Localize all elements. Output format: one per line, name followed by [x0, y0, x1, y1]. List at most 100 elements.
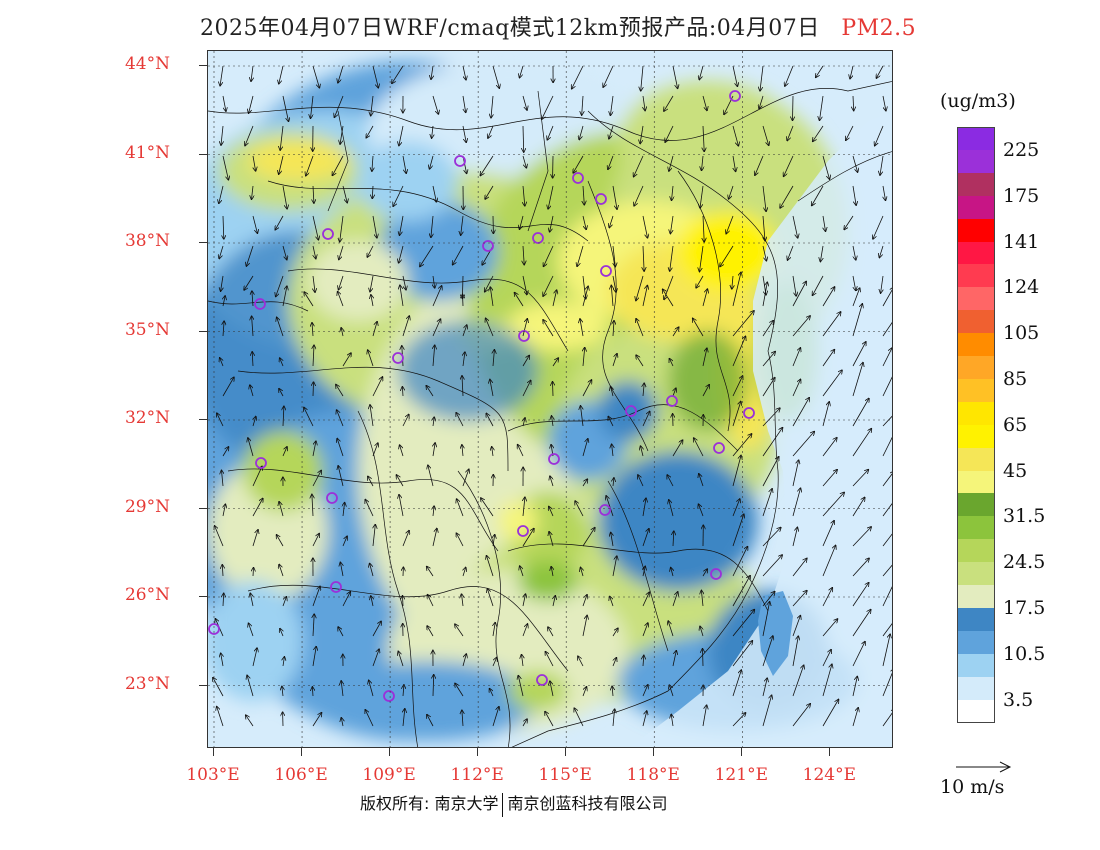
wind-arrow: [520, 215, 524, 229]
wind-arrow: [455, 624, 464, 637]
wind-arrow: [403, 685, 404, 697]
city-marker-icon: [326, 492, 338, 504]
lat-tick: [199, 596, 207, 597]
wind-arrow: [462, 654, 466, 667]
wind-arrow: [523, 245, 524, 265]
city-marker-icon: [600, 265, 612, 277]
wind-arrow: [250, 385, 254, 397]
city-marker-icon: [254, 298, 266, 310]
wind-arrow: [370, 405, 374, 427]
wind-arrow: [520, 65, 524, 78]
wind-arrow: [522, 95, 527, 110]
lon-tick: [565, 748, 567, 756]
lat-label-7: 23°N: [124, 673, 170, 694]
wind-arrow: [882, 415, 892, 427]
wind-arrow: [641, 65, 643, 91]
wind-arrow: [223, 215, 224, 239]
wind-arrow: [399, 495, 404, 517]
wind-arrow: [699, 504, 704, 517]
wind-arrow: [427, 715, 434, 727]
wind-arrow: [822, 470, 837, 487]
legend-label: 24.5: [1003, 551, 1046, 574]
lon-tick: [389, 748, 391, 756]
border-line: [327, 110, 349, 212]
wind-arrow: [702, 348, 707, 367]
wind-arrow: [549, 532, 554, 547]
legend-label: 124: [1003, 276, 1040, 299]
wind-arrow: [312, 713, 322, 727]
wind-arrow: [732, 713, 746, 727]
wind-arrow: [492, 65, 499, 88]
wind-arrow: [792, 275, 796, 296]
wind-arrow: [822, 521, 834, 547]
wind-arrow: [365, 710, 374, 727]
wind-arrow: [672, 651, 676, 667]
wind-arrow: [543, 275, 554, 296]
lat-tick: [199, 419, 207, 420]
wind-arrow: [611, 533, 613, 547]
wind-arrow: [550, 215, 554, 232]
wind-arrow: [699, 474, 704, 487]
wind-arrow: [813, 125, 824, 141]
wind-arrow: [312, 323, 313, 337]
city-marker-icon: [729, 90, 741, 102]
wind-arrow: [313, 382, 314, 397]
wind-arrow: [732, 275, 733, 289]
wind-arrow: [252, 215, 257, 233]
wind-arrow: [582, 616, 587, 637]
wind-arrow: [642, 215, 648, 238]
wind-arrow: [280, 358, 283, 367]
wind-arrow: [762, 321, 773, 337]
wind-arrow: [428, 595, 434, 607]
wind-arrow: [372, 155, 373, 171]
wind-arrow: [312, 534, 319, 547]
wind-arrow: [332, 155, 344, 175]
wind-arrow: [313, 614, 314, 637]
wind-arrow: [813, 275, 824, 295]
legend-label: 10.5: [1003, 642, 1046, 665]
wind-arrow: [608, 155, 614, 169]
wind-arrow: [852, 610, 871, 637]
wind-arrow: [252, 316, 253, 337]
wind-arrow: [612, 354, 617, 367]
wind-arrow: [371, 295, 373, 307]
wind-arrow: [762, 185, 766, 211]
concentration-blob: [308, 241, 408, 321]
wind-arrow: [612, 628, 618, 637]
concentration-blob: [358, 141, 458, 221]
wind-arrow: [245, 125, 254, 146]
wind-arrow: [852, 497, 865, 517]
wind-arrow: [879, 245, 884, 258]
legend-label: 141: [1003, 230, 1040, 253]
wind-arrow: [792, 558, 807, 577]
wind-arrow: [670, 245, 674, 271]
wind-arrow: [433, 443, 435, 457]
wind-arrow: [762, 678, 767, 697]
wind-arrow: [694, 438, 704, 457]
wind-arrow: [669, 685, 674, 697]
wind-arrow: [611, 286, 613, 307]
legend-label: 31.5: [1003, 505, 1046, 528]
lat-tick: [199, 242, 207, 243]
wind-arrow: [882, 322, 892, 337]
wind-arrow: [581, 568, 584, 577]
concentration-blob: [318, 661, 538, 741]
wind-arrow: [792, 591, 807, 607]
legend-unit: (ug/m3): [940, 90, 1016, 112]
wind-arrow: [610, 95, 614, 115]
wind-arrow: [428, 465, 434, 487]
wind-arrow: [312, 471, 321, 487]
pm25-concentration-map: [207, 50, 893, 748]
lon-label-0: 103°E: [186, 765, 240, 785]
wind-arrow: [553, 382, 554, 397]
border-line: [507, 404, 739, 452]
wind-arrow: [822, 650, 831, 667]
wind-arrow: [578, 656, 584, 667]
wind-arrow: [822, 402, 829, 427]
wind-arrow: [432, 319, 441, 337]
border-line: [797, 151, 892, 202]
wind-arrow: [219, 245, 224, 259]
wind-arrow: [642, 685, 648, 697]
wind-arrow: [481, 498, 494, 517]
wind-arrow: [693, 318, 704, 337]
